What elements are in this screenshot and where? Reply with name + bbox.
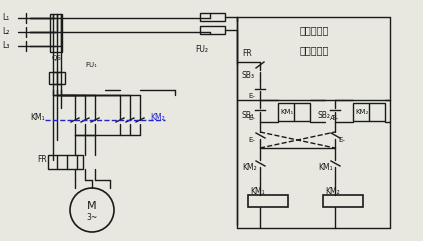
Text: KM₁: KM₁ [250,187,265,195]
Text: SB₁: SB₁ [242,111,255,120]
Bar [200,13,225,21]
Text: Æ-: Æ- [330,115,339,121]
Bar [49,72,57,84]
Bar [50,14,62,52]
Text: L₁: L₁ [2,13,9,22]
Text: SB₂: SB₂ [318,111,331,120]
Text: SB₃: SB₃ [242,71,255,80]
Bar [57,72,65,84]
Bar [48,155,83,169]
Bar [248,195,288,207]
Bar [323,195,363,207]
Text: KM₁: KM₁ [280,109,293,115]
Text: FR: FR [242,49,252,59]
Bar [53,72,61,84]
Text: KM₂: KM₂ [242,163,257,173]
Text: KM₁: KM₁ [30,114,44,122]
Bar [278,103,310,121]
Text: E-: E- [338,137,345,143]
Text: 双重互锁的: 双重互锁的 [300,25,330,35]
Text: KM₁: KM₁ [318,163,332,173]
Text: FR: FR [37,155,47,165]
Text: L₂: L₂ [2,27,9,36]
Text: KM₂: KM₂ [150,114,165,122]
Text: L₃: L₃ [2,41,9,51]
Bar [200,26,225,34]
Text: 正反转控制: 正反转控制 [300,45,330,55]
Text: E-: E- [248,137,255,143]
Text: FU₂: FU₂ [195,46,208,54]
Text: E-: E- [248,115,255,121]
Text: KM₂: KM₂ [325,187,340,195]
Text: QS: QS [52,55,62,61]
Bar [353,103,385,121]
Text: 3~: 3~ [86,213,98,221]
Text: E-: E- [248,93,255,99]
Text: M: M [87,201,97,211]
Text: FU₁: FU₁ [85,62,97,68]
Text: KM₂: KM₂ [355,109,368,115]
